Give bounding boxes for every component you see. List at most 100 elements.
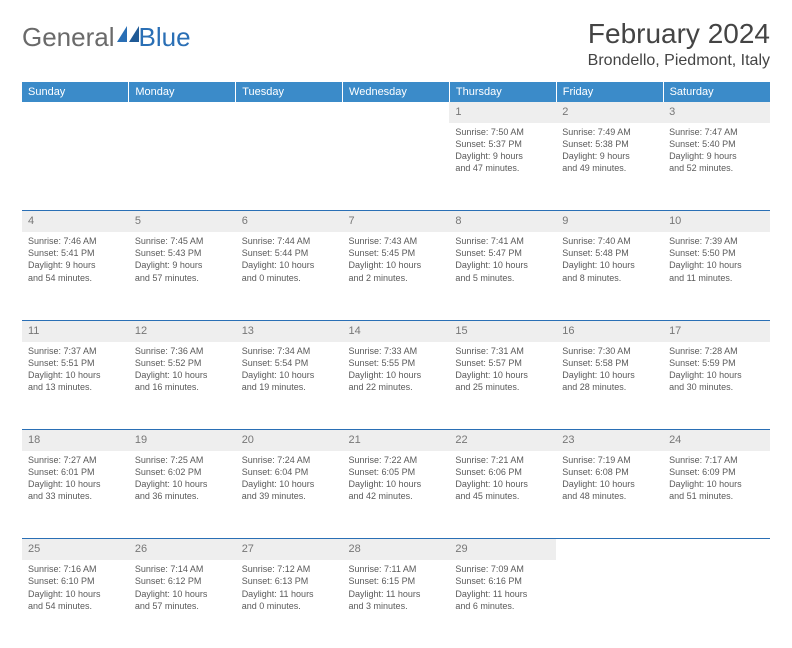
sunset-line: Sunset: 6:15 PM [349, 575, 444, 587]
daylight-line-2: and 0 minutes. [242, 600, 337, 612]
sunset-line: Sunset: 5:54 PM [242, 357, 337, 369]
daylight-line: Daylight: 9 hours [669, 150, 764, 162]
week-row: Sunrise: 7:37 AMSunset: 5:51 PMDaylight:… [22, 342, 770, 430]
day-number: 15 [449, 320, 556, 341]
day-header: Saturday [663, 82, 770, 102]
sunset-line: Sunset: 5:47 PM [455, 247, 550, 259]
sunrise-line: Sunrise: 7:16 AM [28, 563, 123, 575]
daylight-line: Daylight: 10 hours [349, 259, 444, 271]
daylight-line-2: and 51 minutes. [669, 490, 764, 502]
day-cell-body: Sunrise: 7:09 AMSunset: 6:16 PMDaylight:… [449, 560, 556, 618]
calendar-head: SundayMondayTuesdayWednesdayThursdayFrid… [22, 82, 770, 102]
daylight-line: Daylight: 10 hours [562, 478, 657, 490]
daylight-line-2: and 33 minutes. [28, 490, 123, 502]
sunrise-line: Sunrise: 7:39 AM [669, 235, 764, 247]
daylight-line: Daylight: 9 hours [562, 150, 657, 162]
daylight-line-2: and 28 minutes. [562, 381, 657, 393]
daylight-line-2: and 52 minutes. [669, 162, 764, 174]
day-number: 2 [556, 102, 663, 123]
day-number: 27 [236, 539, 343, 560]
daynum-row: 123 [22, 102, 770, 123]
location: Brondello, Piedmont, Italy [588, 52, 770, 70]
day-number: 1 [449, 102, 556, 123]
sunrise-line: Sunrise: 7:24 AM [242, 454, 337, 466]
day-cell [129, 123, 236, 211]
day-cell: Sunrise: 7:31 AMSunset: 5:57 PMDaylight:… [449, 342, 556, 430]
day-cell: Sunrise: 7:33 AMSunset: 5:55 PMDaylight:… [343, 342, 450, 430]
sunset-line: Sunset: 6:09 PM [669, 466, 764, 478]
day-cell: Sunrise: 7:09 AMSunset: 6:16 PMDaylight:… [449, 560, 556, 648]
sunset-line: Sunset: 5:59 PM [669, 357, 764, 369]
day-cell-body: Sunrise: 7:46 AMSunset: 5:41 PMDaylight:… [22, 232, 129, 290]
day-cell [663, 560, 770, 648]
daylight-line-2: and 5 minutes. [455, 272, 550, 284]
daylight-line: Daylight: 10 hours [669, 259, 764, 271]
day-cell-body: Sunrise: 7:34 AMSunset: 5:54 PMDaylight:… [236, 342, 343, 400]
day-cell: Sunrise: 7:30 AMSunset: 5:58 PMDaylight:… [556, 342, 663, 430]
sunset-line: Sunset: 6:01 PM [28, 466, 123, 478]
day-cell-body: Sunrise: 7:28 AMSunset: 5:59 PMDaylight:… [663, 342, 770, 400]
day-number: 10 [663, 211, 770, 232]
title-block: February 2024 Brondello, Piedmont, Italy [588, 18, 770, 70]
week-row: Sunrise: 7:50 AMSunset: 5:37 PMDaylight:… [22, 123, 770, 211]
daylight-line: Daylight: 10 hours [242, 369, 337, 381]
day-number: 28 [343, 539, 450, 560]
day-cell-body: Sunrise: 7:33 AMSunset: 5:55 PMDaylight:… [343, 342, 450, 400]
day-cell [556, 560, 663, 648]
day-number: 21 [343, 430, 450, 451]
day-cell-body: Sunrise: 7:36 AMSunset: 5:52 PMDaylight:… [129, 342, 236, 400]
day-number: 12 [129, 320, 236, 341]
daylight-line: Daylight: 10 hours [455, 478, 550, 490]
daynum-row: 18192021222324 [22, 430, 770, 451]
sunset-line: Sunset: 5:58 PM [562, 357, 657, 369]
day-cell: Sunrise: 7:27 AMSunset: 6:01 PMDaylight:… [22, 451, 129, 539]
daylight-line: Daylight: 10 hours [135, 369, 230, 381]
day-cell: Sunrise: 7:36 AMSunset: 5:52 PMDaylight:… [129, 342, 236, 430]
sunrise-line: Sunrise: 7:21 AM [455, 454, 550, 466]
daylight-line-2: and 54 minutes. [28, 272, 123, 284]
sunrise-line: Sunrise: 7:36 AM [135, 345, 230, 357]
day-cell-body: Sunrise: 7:25 AMSunset: 6:02 PMDaylight:… [129, 451, 236, 509]
day-cell-body: Sunrise: 7:45 AMSunset: 5:43 PMDaylight:… [129, 232, 236, 290]
sunset-line: Sunset: 6:08 PM [562, 466, 657, 478]
day-cell-body: Sunrise: 7:49 AMSunset: 5:38 PMDaylight:… [556, 123, 663, 181]
day-cell-body: Sunrise: 7:27 AMSunset: 6:01 PMDaylight:… [22, 451, 129, 509]
day-number: 3 [663, 102, 770, 123]
day-number: 25 [22, 539, 129, 560]
day-header: Friday [556, 82, 663, 102]
sunset-line: Sunset: 6:13 PM [242, 575, 337, 587]
sunset-line: Sunset: 5:43 PM [135, 247, 230, 259]
day-header: Monday [129, 82, 236, 102]
day-cell: Sunrise: 7:45 AMSunset: 5:43 PMDaylight:… [129, 232, 236, 320]
day-cell-body: Sunrise: 7:14 AMSunset: 6:12 PMDaylight:… [129, 560, 236, 618]
day-cell: Sunrise: 7:39 AMSunset: 5:50 PMDaylight:… [663, 232, 770, 320]
day-number: 18 [22, 430, 129, 451]
daylight-line-2: and 3 minutes. [349, 600, 444, 612]
day-header: Tuesday [236, 82, 343, 102]
daylight-line: Daylight: 9 hours [455, 150, 550, 162]
week-row: Sunrise: 7:46 AMSunset: 5:41 PMDaylight:… [22, 232, 770, 320]
logo-text-1: General [22, 22, 115, 53]
calendar-body: 123Sunrise: 7:50 AMSunset: 5:37 PMDaylig… [22, 102, 770, 648]
daylight-line-2: and 57 minutes. [135, 600, 230, 612]
daylight-line: Daylight: 10 hours [562, 369, 657, 381]
day-number: 22 [449, 430, 556, 451]
daylight-line: Daylight: 10 hours [669, 369, 764, 381]
sunset-line: Sunset: 5:45 PM [349, 247, 444, 259]
day-number [22, 102, 129, 123]
day-cell: Sunrise: 7:37 AMSunset: 5:51 PMDaylight:… [22, 342, 129, 430]
daylight-line-2: and 22 minutes. [349, 381, 444, 393]
day-number: 26 [129, 539, 236, 560]
daynum-row: 45678910 [22, 211, 770, 232]
day-cell [236, 123, 343, 211]
sunrise-line: Sunrise: 7:37 AM [28, 345, 123, 357]
daynum-row: 2526272829 [22, 539, 770, 560]
day-cell-body: Sunrise: 7:24 AMSunset: 6:04 PMDaylight:… [236, 451, 343, 509]
sunrise-line: Sunrise: 7:41 AM [455, 235, 550, 247]
day-cell: Sunrise: 7:11 AMSunset: 6:15 PMDaylight:… [343, 560, 450, 648]
sunrise-line: Sunrise: 7:50 AM [455, 126, 550, 138]
day-cell: Sunrise: 7:22 AMSunset: 6:05 PMDaylight:… [343, 451, 450, 539]
day-cell: Sunrise: 7:28 AMSunset: 5:59 PMDaylight:… [663, 342, 770, 430]
day-cell: Sunrise: 7:25 AMSunset: 6:02 PMDaylight:… [129, 451, 236, 539]
sunrise-line: Sunrise: 7:25 AM [135, 454, 230, 466]
